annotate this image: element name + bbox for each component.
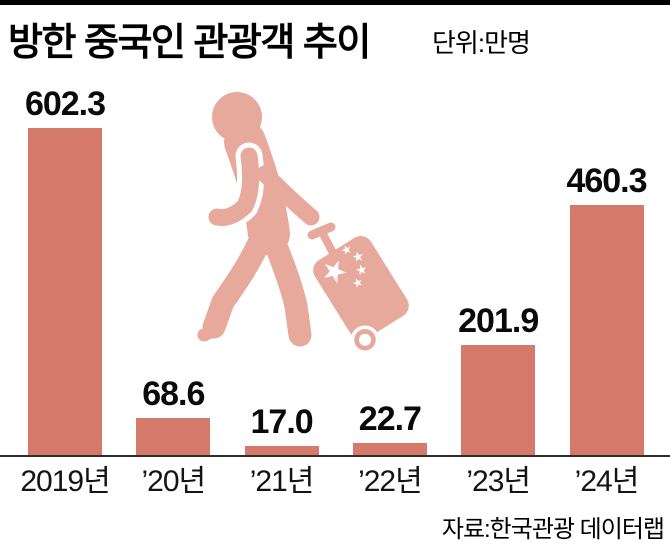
- suitcase-handle: [307, 222, 337, 257]
- x-axis-label: ’21년: [249, 465, 315, 498]
- x-axis-line: [0, 455, 670, 457]
- person-head: [212, 92, 262, 142]
- bar-’20년: [136, 418, 211, 455]
- bar-value-label: 460.3: [566, 162, 647, 200]
- bar-’24년: [569, 205, 644, 455]
- bar-2019년: [28, 128, 102, 455]
- bar-value-label: 201.9: [458, 302, 539, 340]
- x-axis-label: ’24년: [574, 465, 640, 498]
- bar-value-label: 68.6: [142, 375, 205, 413]
- suitcase-shape: [313, 236, 409, 354]
- x-axis-label: ’23년: [466, 465, 531, 498]
- unit-label: 단위:만명: [432, 28, 531, 58]
- x-axis-label: ’20년: [141, 465, 206, 498]
- bar-value-label: 17.0: [250, 403, 314, 441]
- bar-’23년: [461, 345, 536, 455]
- tourist-with-suitcase-icon: [197, 92, 409, 354]
- bar-’22년: [352, 443, 427, 455]
- x-axis-label: ’22년: [358, 465, 423, 498]
- top-rule: [0, 0, 670, 5]
- x-axis-label: 2019년: [20, 465, 110, 498]
- person-shape: [197, 92, 320, 347]
- page-title: 방한 중국인 관광객 추이: [8, 22, 371, 64]
- source-credit: 자료:한국관광 데이터랩: [441, 516, 665, 543]
- bar-value-label: 22.7: [358, 400, 422, 438]
- bar-’21년: [244, 446, 319, 455]
- bar-value-label: 602.3: [24, 85, 106, 123]
